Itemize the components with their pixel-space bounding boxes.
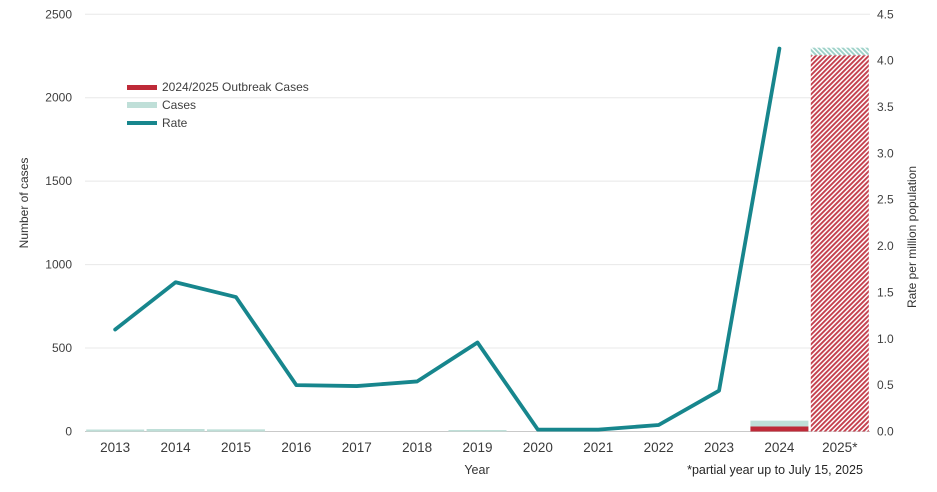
right-axis-title: Rate per million population <box>905 165 919 309</box>
y-left-tick-label: 2000 <box>45 91 72 105</box>
x-tick-label: 2023 <box>704 440 734 455</box>
x-tick-label: 2016 <box>281 440 311 455</box>
x-tick-label: 2022 <box>644 440 674 455</box>
y-right-tick-label: 1.0 <box>877 332 894 346</box>
y-right-tick-label: 2.5 <box>877 193 894 207</box>
y-left-tick-label: 0 <box>65 425 72 439</box>
y-left-tick-label: 500 <box>52 341 72 355</box>
x-tick-label: 2015 <box>221 440 251 455</box>
x-axis-title: Year <box>464 463 490 477</box>
cases-bar <box>206 429 265 432</box>
cases-bar <box>750 420 809 427</box>
y-right-tick-label: 3.5 <box>877 100 894 114</box>
y-right-tick-label: 0.5 <box>877 378 894 392</box>
x-tick-label: 2021 <box>583 440 613 455</box>
x-tick-label: 2025* <box>822 440 858 455</box>
x-tick-label: 2024 <box>764 440 795 455</box>
legend-item-outbreak-cases: 2024/2025 Outbreak Cases <box>127 78 309 96</box>
x-tick-label: 2019 <box>462 440 492 455</box>
cases-bar <box>146 428 205 432</box>
y-right-tick-label: 0.0 <box>877 425 894 439</box>
y-left-tick-label: 1500 <box>45 174 72 188</box>
cases-bar <box>86 429 145 432</box>
legend-item-cases: Cases <box>127 96 309 114</box>
y-right-tick-label: 1.5 <box>877 285 894 299</box>
rate-swatch <box>127 121 157 125</box>
legend-label-cases: Cases <box>162 98 197 112</box>
outbreak-cases-bar <box>750 426 809 432</box>
legend-label-rate: Rate <box>162 116 188 130</box>
legend-item-rate: Rate <box>127 114 309 132</box>
partial-year-footnote: *partial year up to July 15, 2025 <box>687 463 863 477</box>
x-tick-label: 2014 <box>161 440 192 455</box>
x-tick-label: 2017 <box>342 440 372 455</box>
y-left-tick-label: 1000 <box>45 258 72 272</box>
cases-bar <box>810 47 869 56</box>
y-right-tick-label: 2.0 <box>877 239 894 253</box>
left-axis-title: Number of cases <box>17 157 31 249</box>
y-right-tick-label: 4.5 <box>877 7 894 21</box>
cases-bar <box>448 429 507 432</box>
outbreak-cases-swatch <box>127 84 157 90</box>
y-right-tick-label: 3.0 <box>877 146 894 160</box>
outbreak-cases-bar <box>810 55 869 432</box>
cases-swatch <box>127 102 157 108</box>
y-left-tick-label: 2500 <box>45 7 72 21</box>
x-tick-label: 2018 <box>402 440 432 455</box>
rate-line <box>113 46 782 432</box>
legend-label-outbreak-cases: 2024/2025 Outbreak Cases <box>162 80 309 94</box>
y-right-tick-label: 4.0 <box>877 54 894 68</box>
x-tick-label: 2013 <box>100 440 130 455</box>
x-tick-label: 2020 <box>523 440 553 455</box>
legend: 2024/2025 Outbreak Cases Cases Rate <box>127 78 309 132</box>
